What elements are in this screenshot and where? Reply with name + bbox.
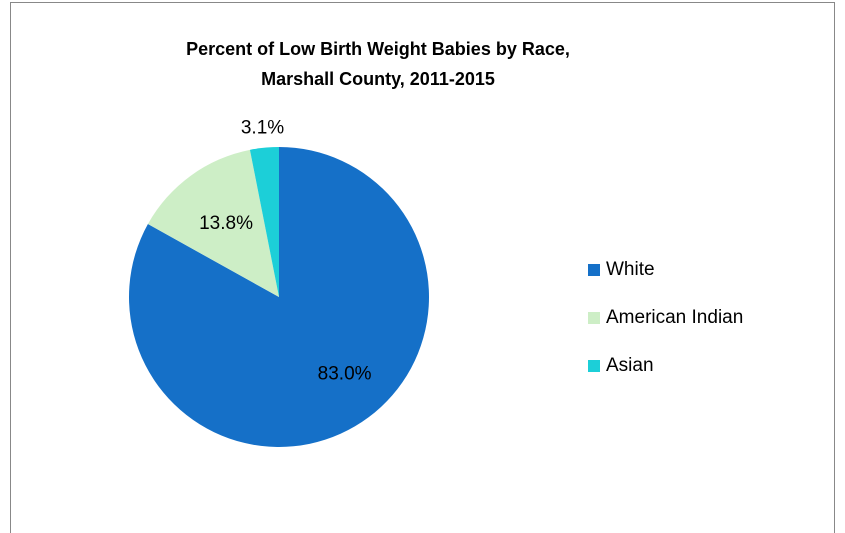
pie-slice — [147, 149, 279, 297]
data-label: 3.1% — [241, 117, 284, 138]
chart-title: Percent of Low Birth Weight Babies by Ra… — [186, 39, 570, 59]
legend-label: White — [606, 259, 655, 280]
legend-swatch — [588, 264, 600, 276]
legend-swatch — [588, 312, 600, 324]
pie-slice — [249, 147, 279, 297]
legend-swatch — [588, 360, 600, 372]
pie-slice — [128, 147, 429, 448]
chart-subtitle: Marshall County, 2011-2015 — [261, 69, 495, 89]
data-label: 13.8% — [199, 213, 253, 234]
legend-label: Asian — [606, 355, 654, 376]
data-label: 83.0% — [318, 364, 372, 385]
legend-label: American Indian — [606, 307, 743, 328]
